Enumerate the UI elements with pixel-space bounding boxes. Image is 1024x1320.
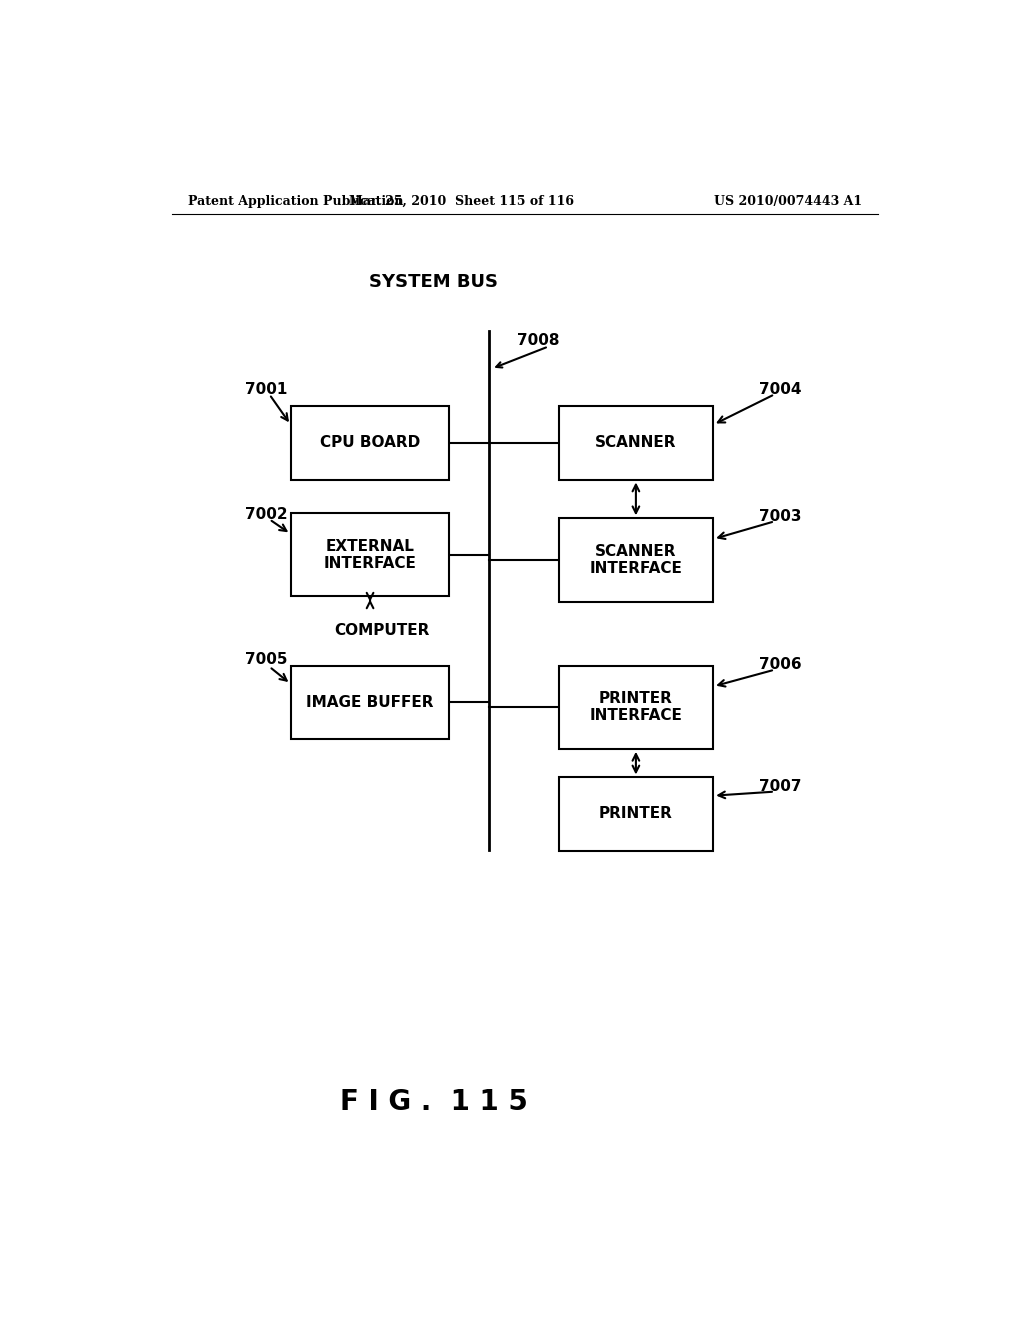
Text: SYSTEM BUS: SYSTEM BUS xyxy=(369,272,498,290)
Text: Mar. 25, 2010  Sheet 115 of 116: Mar. 25, 2010 Sheet 115 of 116 xyxy=(349,194,573,207)
Text: PRINTER: PRINTER xyxy=(599,807,673,821)
Bar xyxy=(291,407,450,479)
Text: US 2010/0074443 A1: US 2010/0074443 A1 xyxy=(714,194,862,207)
Text: 7004: 7004 xyxy=(759,381,802,396)
Text: COMPUTER: COMPUTER xyxy=(334,623,430,638)
Text: EXTERNAL
INTERFACE: EXTERNAL INTERFACE xyxy=(324,539,417,572)
Text: 7007: 7007 xyxy=(759,779,802,795)
Bar xyxy=(558,519,714,602)
Text: 7001: 7001 xyxy=(246,381,288,396)
Text: 7005: 7005 xyxy=(246,652,288,667)
Text: PRINTER
INTERFACE: PRINTER INTERFACE xyxy=(590,692,682,723)
Text: SCANNER: SCANNER xyxy=(595,436,677,450)
Bar xyxy=(558,665,714,748)
Bar xyxy=(291,665,450,739)
Bar xyxy=(558,407,714,479)
Text: SCANNER
INTERFACE: SCANNER INTERFACE xyxy=(590,544,682,576)
Text: 7002: 7002 xyxy=(246,507,288,521)
Text: 7006: 7006 xyxy=(759,657,802,672)
Text: Patent Application Publication: Patent Application Publication xyxy=(187,194,403,207)
Text: IMAGE BUFFER: IMAGE BUFFER xyxy=(306,694,434,710)
Bar xyxy=(558,777,714,850)
Bar xyxy=(291,513,450,597)
Text: 7003: 7003 xyxy=(759,508,802,524)
Text: F I G .  1 1 5: F I G . 1 1 5 xyxy=(340,1088,527,1115)
Text: 7008: 7008 xyxy=(517,333,559,348)
Text: CPU BOARD: CPU BOARD xyxy=(319,436,420,450)
